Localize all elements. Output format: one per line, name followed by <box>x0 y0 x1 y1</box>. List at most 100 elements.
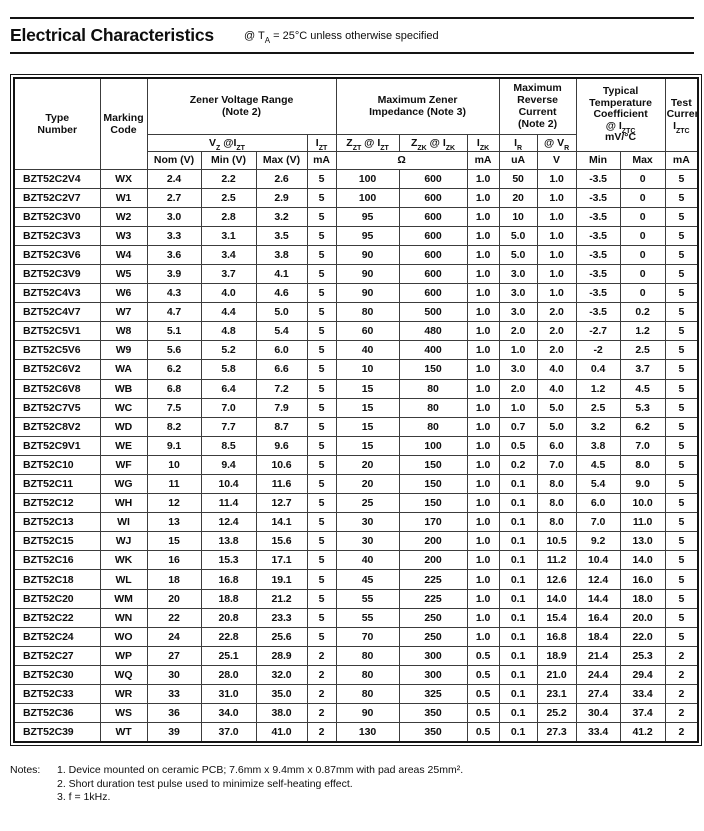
iztc-cell: 5 <box>664 206 699 227</box>
vz-min-cell: 11.4 <box>200 493 257 514</box>
izk-cell: 1.0 <box>466 321 500 342</box>
ir-cell: 0.2 <box>498 454 538 476</box>
vz-max-cell: 10.6 <box>255 454 308 476</box>
tc-max-cell: 0 <box>619 225 666 246</box>
tc-min-cell: 24.4 <box>575 664 621 686</box>
izt-cell: 2 <box>306 664 337 686</box>
ir-cell: 0.1 <box>498 703 538 724</box>
tc-min-cell: 12.4 <box>575 569 621 590</box>
vz-max-cell: 12.7 <box>255 493 308 514</box>
marking-code-cell: WX <box>99 168 148 189</box>
vz-nom-cell: 11 <box>146 473 202 495</box>
vr-cell: 15.4 <box>536 607 577 628</box>
izt-cell: 5 <box>306 416 337 437</box>
unit-iztc-ma: mA <box>664 150 699 170</box>
vz-max-cell: 25.6 <box>255 626 308 647</box>
title-underline-rule <box>10 52 694 54</box>
vz-nom-cell: 8.2 <box>146 416 202 437</box>
marking-code-cell: WM <box>99 588 148 609</box>
vz-min-cell: 2.2 <box>200 168 257 189</box>
vz-max-cell: 17.1 <box>255 550 308 571</box>
marking-code-cell: WL <box>99 569 148 590</box>
izt-cell: 5 <box>306 512 337 533</box>
ir-cell: 0.1 <box>498 588 538 609</box>
zzt-cell: 15 <box>335 397 400 418</box>
zzt-cell: 80 <box>335 645 400 666</box>
vr-cell: 16.8 <box>536 626 577 647</box>
tc-max-cell: 2.5 <box>619 340 666 361</box>
table-row: BZT52C12 WH 12 11.4 12.7 5 25 150 1.0 0.1 8.0 6.0 10… <box>13 493 699 514</box>
iztc-cell: 5 <box>664 588 699 609</box>
notes-list: 1. Device mounted on ceramic PCB; 7.6mm … <box>57 764 694 805</box>
vz-nom-cell: 16 <box>146 550 202 571</box>
vz-min-cell: 5.2 <box>200 340 257 361</box>
vr-cell: 27.3 <box>536 722 577 743</box>
izk-cell: 1.0 <box>466 283 500 304</box>
tc-max-cell: 0 <box>619 206 666 227</box>
izk-cell: 1.0 <box>466 302 500 323</box>
iztc-cell: 5 <box>664 473 699 495</box>
table-row: BZT52C4V3 W6 4.3 4.0 4.6 5 90 600 1.0 3.0 1.0 -3.5 0… <box>13 283 699 304</box>
izt-cell: 5 <box>306 302 337 323</box>
type-number-cell: BZT52C27 <box>13 645 101 666</box>
zzk-cell: 80 <box>398 397 468 418</box>
vr-cell: 8.0 <box>536 512 577 533</box>
page-title: Electrical Characteristics <box>10 25 214 45</box>
table-row: BZT52C18 WL 18 16.8 19.1 5 45 225 1.0 0.1 12.6 12.4… <box>13 569 699 590</box>
temp-coefficient-label: Typical Temperature Coefficient <box>589 85 652 120</box>
tc-max-cell: 0 <box>619 283 666 304</box>
ir-cell: 3.0 <box>498 302 538 323</box>
ir-cell: 3.0 <box>498 359 538 380</box>
vz-max-cell: 4.6 <box>255 283 308 304</box>
vr-cell: 1.0 <box>536 206 577 227</box>
vz-min-cell: 22.8 <box>200 626 257 647</box>
ir-cell: 0.1 <box>498 473 538 495</box>
izk-cell: 0.5 <box>466 684 500 705</box>
zzk-cell: 300 <box>398 645 468 666</box>
zzt-cell: 40 <box>335 340 400 361</box>
tc-max-cell: 0 <box>619 263 666 285</box>
note-item: 2. Short duration test pulse used to min… <box>57 777 353 790</box>
izt-cell: 5 <box>306 493 337 514</box>
zzk-cell: 500 <box>398 302 468 323</box>
ir-cell: 20 <box>498 187 538 208</box>
table-row: BZT52C5V6 W9 5.6 5.2 6.0 5 40 400 1.0 1.0 2.0 -2 2.5… <box>13 340 699 361</box>
table-row: BZT52C39 WT 39 37.0 41.0 2 130 350 0.5 0.1 27.3 33.… <box>13 722 699 743</box>
vz-nom-cell: 18 <box>146 569 202 590</box>
vz-nom-cell: 2.7 <box>146 187 202 208</box>
tc-max-cell: 25.3 <box>619 645 666 666</box>
izk-cell: 1.0 <box>466 168 500 189</box>
vz-min-cell: 6.4 <box>200 378 257 399</box>
vz-max-cell: 23.3 <box>255 607 308 628</box>
iztc-cell: 5 <box>664 340 699 361</box>
izt-cell: 5 <box>306 607 337 628</box>
iztc-cell: 5 <box>664 187 699 208</box>
zzk-cell: 600 <box>398 244 468 265</box>
col-group-max-zener-impedance: Maximum Zener Impedance (Note 3) <box>335 77 500 135</box>
zzt-cell: 20 <box>335 454 400 476</box>
zzk-cell: 400 <box>398 340 468 361</box>
izt-cell: 5 <box>306 454 337 476</box>
vz-max-cell: 38.0 <box>255 703 308 724</box>
vr-cell: 7.0 <box>536 454 577 476</box>
ir-cell: 1.0 <box>498 397 538 418</box>
ir-cell: 1.0 <box>498 340 538 361</box>
izk-cell: 1.0 <box>466 588 500 609</box>
izt-cell: 5 <box>306 397 337 418</box>
iztc-cell: 5 <box>664 263 699 285</box>
zzt-cell: 20 <box>335 473 400 495</box>
subheader-zzk-at-izk: ZZK @ IZK <box>398 133 468 152</box>
unit-nom-v: Nom (V) <box>146 150 202 170</box>
marking-code-cell: WQ <box>99 664 148 686</box>
tc-min-cell: -3.5 <box>575 225 621 246</box>
table-body: BZT52C2V4 WX 2.4 2.2 2.6 5 100 600 1.0 50 1.0 -3.5 0… <box>13 168 699 743</box>
iztc-cell: 2 <box>664 664 699 686</box>
zzk-cell: 600 <box>398 206 468 227</box>
marking-code-cell: W5 <box>99 263 148 285</box>
tc-max-cell: 14.0 <box>619 550 666 571</box>
zzt-cell: 80 <box>335 664 400 686</box>
vz-min-cell: 13.8 <box>200 531 257 552</box>
izt-cell: 5 <box>306 473 337 495</box>
izt-cell: 5 <box>306 531 337 552</box>
vr-cell: 5.0 <box>536 416 577 437</box>
